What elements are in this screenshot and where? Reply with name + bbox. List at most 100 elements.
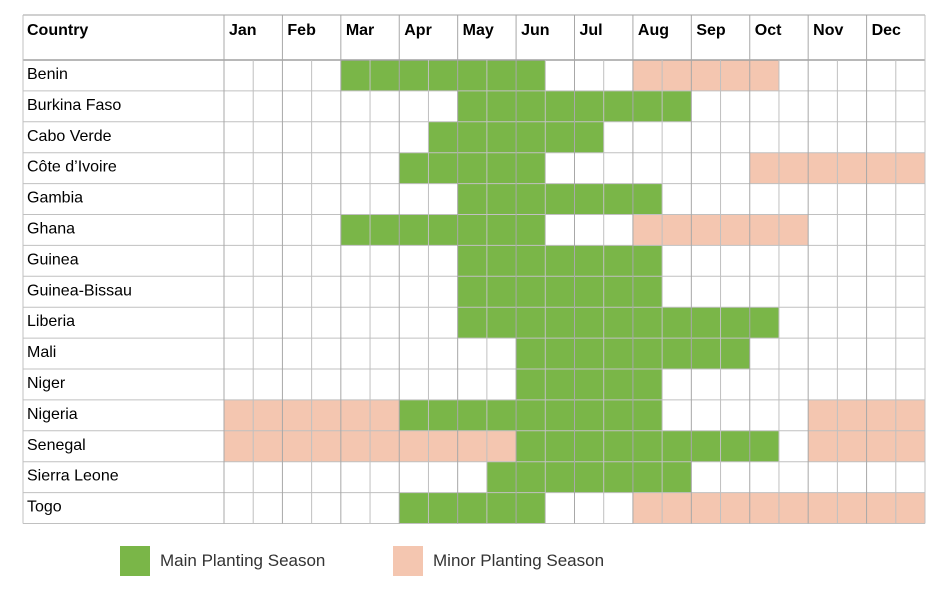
main-season-cell [486,492,517,524]
main-season-cell [662,307,692,339]
minor-season-cell [311,399,341,431]
main-season-cell [632,245,663,277]
country-label: Burkina Faso [27,97,121,114]
country-label: Mali [27,344,56,361]
main-season-cell [457,492,487,524]
main-season-cell [749,307,779,339]
main-season-cell [574,369,604,400]
minor-season-cell [808,430,838,462]
minor-season-cell [486,430,517,462]
minor-season-cell [691,60,721,91]
main-season-cell [574,338,604,369]
minor-season-cell [778,152,809,184]
minor-season-cell [749,214,779,246]
minor-season-cell [837,399,867,431]
main-season-cell [632,430,663,462]
main-season-cell [457,214,487,246]
main-season-cell [603,245,633,277]
minor-season-cell [720,214,750,246]
main-season-cell [662,461,692,493]
minor-season-cell [282,399,312,431]
main-season-cell [457,307,487,339]
header-month-jan: Jan [229,22,257,39]
main-season-cell [632,307,663,339]
main-season-cell [516,60,546,91]
main-season-cell [399,152,429,184]
minor-season-cell [253,430,283,462]
main-season-cell [399,60,429,91]
main-season-cell [603,276,633,308]
main-season-cell [545,276,575,308]
minor-season-cell [720,60,750,91]
minor-season-cell [632,492,663,524]
header-month-dec: Dec [872,22,901,39]
main-season-cell [662,90,692,122]
minor-season-cell [808,492,838,524]
main-season-cell [603,430,633,462]
main-season-cell [399,492,429,524]
country-label: Togo [27,499,62,516]
minor-season-cell [662,60,692,91]
main-season-cell [632,338,663,369]
main-season-cell [691,338,721,369]
header-month-aug: Aug [638,22,669,39]
main-season-cell [749,430,779,462]
main-season-cell [545,430,575,462]
main-season-cell [691,430,721,462]
main-season-cell [516,338,546,369]
main-season-cell [399,214,429,246]
legend-main-swatch [120,546,150,576]
minor-season-cell [340,399,371,431]
main-season-cell [516,276,546,308]
minor-season-cell [866,430,896,462]
main-season-cell [516,183,546,215]
minor-season-cell [428,430,458,462]
legend-minor-label: Minor Planting Season [433,551,605,570]
main-season-cell [340,60,371,91]
main-season-cell [428,60,458,91]
minor-season-cell [778,492,809,524]
main-season-cell [691,307,721,339]
main-season-cell [486,307,517,339]
main-season-cell [486,183,517,215]
country-label: Liberia [27,313,75,330]
main-season-cell [516,245,546,277]
main-season-cell [457,399,487,431]
main-season-cell [545,90,575,122]
main-season-cell [516,430,546,462]
main-season-cell [545,121,575,153]
main-season-cell [632,399,663,431]
country-label: Ghana [27,221,75,238]
minor-season-cell [691,492,721,524]
main-season-cell [516,492,546,524]
minor-season-cell [340,430,371,462]
main-season-cell [486,399,517,431]
country-label: Côte d’Ivoire [27,159,117,176]
main-season-cell [340,214,371,246]
main-season-cell [486,461,517,493]
main-season-cell [720,338,750,369]
minor-season-cell [808,399,838,431]
header-month-sep: Sep [696,22,726,39]
main-season-cell [603,183,633,215]
main-season-cell [545,307,575,339]
main-season-cell [545,369,575,400]
minor-season-cell [457,430,487,462]
main-season-cell [545,183,575,215]
header-month-jun: Jun [521,22,549,39]
country-label: Senegal [27,437,86,454]
minor-season-cell [662,492,692,524]
main-season-cell [516,121,546,153]
minor-season-cell [866,152,896,184]
minor-season-cell [895,152,925,184]
minor-season-cell [749,60,779,91]
main-season-cell [516,461,546,493]
main-season-cell [574,430,604,462]
main-season-cell [603,461,633,493]
minor-season-cell [778,214,809,246]
main-season-cell [486,90,517,122]
minor-season-cell [749,492,779,524]
header-month-apr: Apr [404,22,432,39]
main-season-cell [720,430,750,462]
minor-season-cell [632,214,663,246]
